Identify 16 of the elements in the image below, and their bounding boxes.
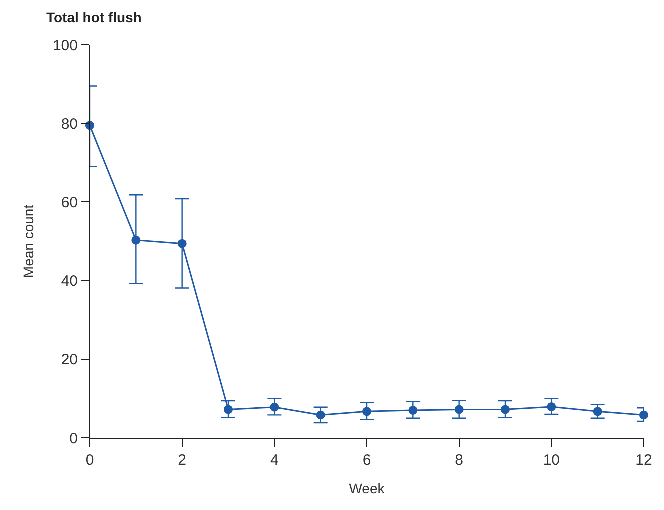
y-tick-label: 60 bbox=[61, 194, 78, 212]
x-tick-label: 6 bbox=[362, 452, 372, 469]
x-tick-label: 8 bbox=[455, 452, 464, 469]
chart-title: Total hot flush bbox=[46, 10, 142, 26]
x-tick-label: 0 bbox=[86, 452, 94, 469]
y-tick-label: 40 bbox=[61, 273, 78, 290]
y-tick-label: 100 bbox=[52, 37, 78, 54]
x-axis-title: Week bbox=[349, 480, 386, 496]
x-tick-label: 2 bbox=[178, 452, 186, 469]
y-tick-label: 20 bbox=[61, 352, 78, 369]
x-tick-label: 12 bbox=[636, 452, 652, 469]
y-axis-title: Mean count bbox=[20, 204, 37, 278]
y-tick-label: 0 bbox=[70, 430, 78, 448]
x-tick-label: 4 bbox=[270, 452, 279, 469]
y-tick-label: 80 bbox=[61, 116, 78, 133]
x-tick-label: 10 bbox=[543, 452, 560, 469]
